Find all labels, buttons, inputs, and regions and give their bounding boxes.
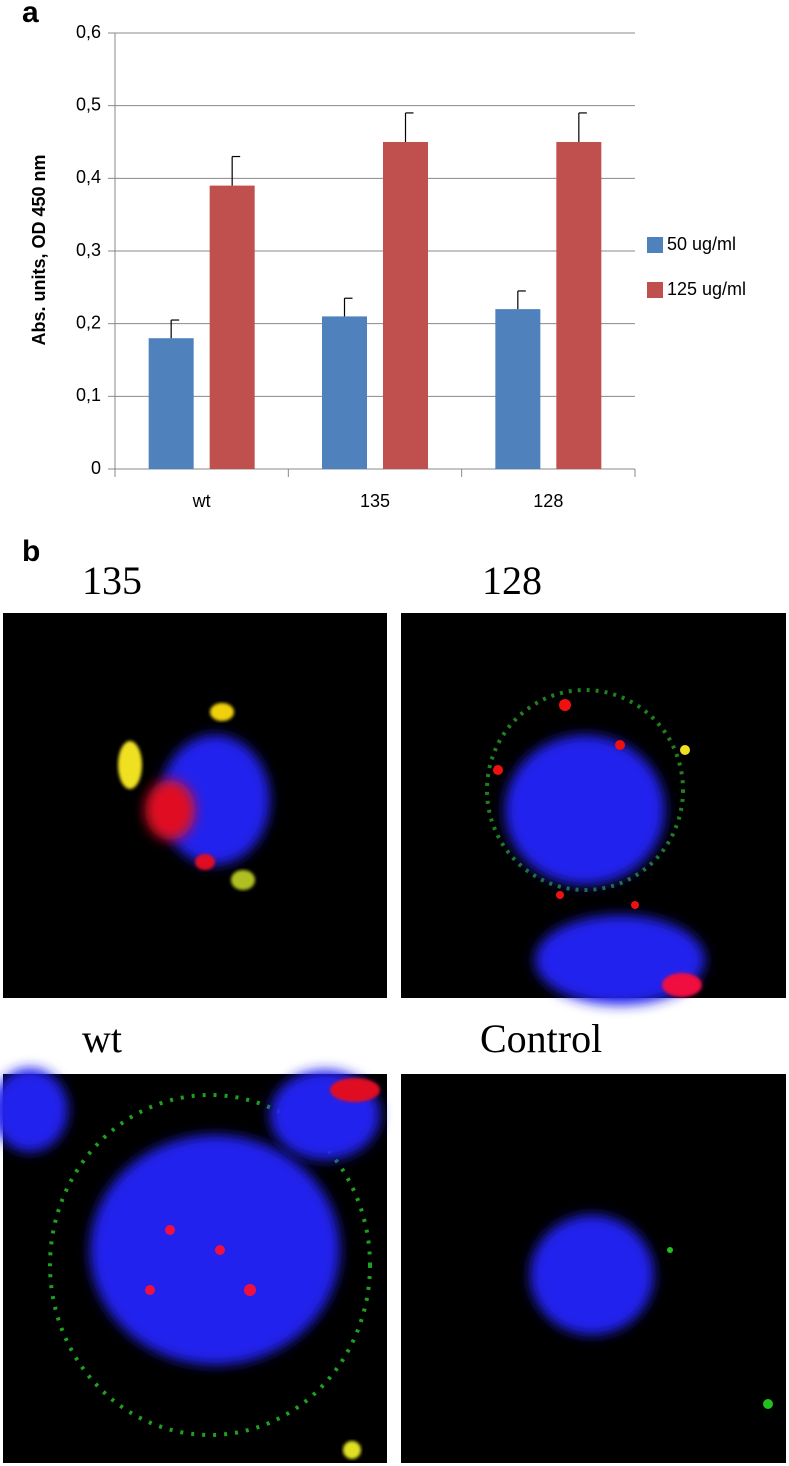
bar [556,142,602,469]
micrograph [401,1074,786,1463]
bar [148,338,194,469]
micrograph [3,613,387,998]
image-label: 128 [482,558,542,603]
legend-swatch [647,282,663,298]
legend-label: 50 ug/ml [667,234,736,254]
y-axis-label: Abs. units, OD 450 nm [29,154,49,345]
panel-label: b [22,535,40,568]
y-tick-label: 0,6 [76,22,101,42]
micrograph [401,613,786,1005]
bar [495,309,541,469]
bar [383,142,428,469]
legend-swatch [647,237,663,253]
bar [209,185,255,469]
y-tick-label: 0,3 [76,240,101,260]
image-label: wt [82,1016,122,1061]
bar [322,316,367,469]
y-tick-label: 0,1 [76,385,101,405]
micrograph [0,1068,387,1463]
y-tick-label: 0 [91,458,101,478]
x-tick-label: wt [192,491,211,511]
image-label: 135 [82,558,142,603]
image-label: Control [480,1016,602,1061]
legend-label: 125 ug/ml [667,279,746,299]
x-tick-label: 128 [533,491,563,511]
panel-label: a [22,0,39,29]
y-tick-label: 0,2 [76,312,101,332]
y-tick-label: 0,4 [76,167,101,187]
y-tick-label: 0,5 [76,94,101,114]
x-tick-label: 135 [360,491,390,511]
